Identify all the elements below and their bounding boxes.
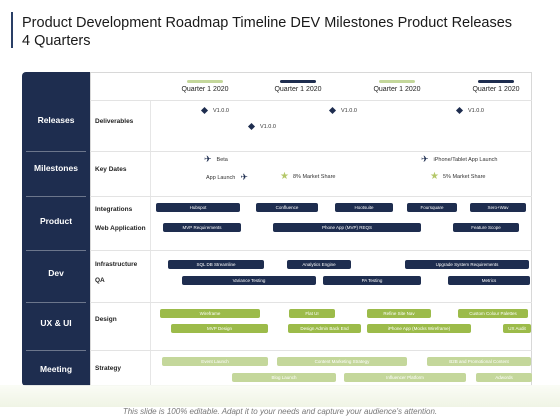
bar-flat-ui: Flat UI: [289, 309, 335, 318]
subrow-qa: QA: [95, 277, 105, 284]
bar-sql-db: SQL DB Streamline: [168, 260, 264, 269]
star-icon: ★: [430, 171, 439, 182]
airplane-icon: ✈: [240, 172, 248, 182]
bar-influencer-platform: Influencer Platform: [344, 373, 466, 382]
bar-refine-site-nav: Refine Site Nav: [367, 309, 431, 318]
quarter-label: Quarter 1 2020: [373, 86, 421, 93]
bar-adwords: Adwords: [476, 373, 532, 382]
quarter-header-1: Quarter 1 2020: [160, 80, 250, 93]
bar-analytics-engine: Analytics Engine: [287, 260, 351, 269]
row-divider: [90, 100, 532, 101]
bar-design-admin: Design Admin Back End: [288, 324, 361, 333]
subrow-divider: [150, 100, 151, 386]
bar-confluence: Confluence: [256, 203, 318, 212]
skyline-background: [0, 385, 560, 407]
bar-variance-testing: Variance Testing: [182, 276, 316, 285]
airplane-icon: ✈: [204, 154, 212, 164]
quarter-pill: [379, 80, 415, 83]
bar-feature-scope: Feature Scope: [453, 223, 519, 232]
subrow-strategy: Strategy: [95, 365, 122, 372]
quarter-header-2: Quarter 1 2020: [253, 80, 343, 93]
diamond-icon: [247, 123, 256, 131]
category-divider: [26, 151, 86, 152]
milestone-market-share-8: ★ 8% Market Share: [280, 171, 336, 182]
bar-metrics: Metrics: [448, 276, 530, 285]
diamond-icon: [455, 107, 464, 115]
release-marker: V1.0.0: [328, 107, 357, 115]
bar-custom-colour: Custom Colour Palettes: [458, 309, 528, 318]
row-divider: [90, 151, 532, 152]
category-product: Product: [39, 216, 73, 226]
page-title: Product Development Roadmap Timeline DEV…: [22, 15, 513, 49]
diamond-icon: [200, 107, 209, 115]
category-divider: [26, 196, 86, 197]
bar-pa-testing: PA Testing: [323, 276, 421, 285]
subrow-infrastructure: Infrastructure: [95, 261, 138, 268]
row-divider: [90, 250, 532, 251]
category-column: Releases Milestones Product Dev UX & UI …: [22, 72, 90, 386]
subrow-key-dates: Key Dates: [95, 166, 127, 173]
bar-mvp-design: MVP Design: [171, 324, 268, 333]
category-divider: [26, 250, 86, 251]
quarter-label: Quarter 1 2020: [274, 86, 322, 93]
bar-event-launch: Event Launch: [162, 357, 268, 366]
airplane-icon: ✈: [421, 154, 429, 164]
quarter-pill: [478, 80, 514, 83]
subrow-integrations: Integrations: [95, 206, 133, 213]
bar-b2b-content: B2B and Promotional Content: [427, 357, 531, 366]
category-milestones: Milestones: [34, 163, 78, 173]
bar-mvp-requirements: MVP Requirements: [163, 223, 241, 232]
milestone-app-launch: App Launch ✈: [206, 172, 248, 182]
category-divider: [26, 302, 86, 303]
subrow-design: Design: [95, 316, 117, 323]
bar-foursquare: Foursquare: [407, 203, 457, 212]
bar-upgrade-system: Upgrade System Requirements: [405, 260, 529, 269]
bar-xero: Xero+Wav: [470, 203, 526, 212]
subrow-deliverables: Deliverables: [95, 118, 134, 125]
title-accent-bar: [11, 12, 13, 48]
bar-blog-launch: Blog Launch: [232, 373, 336, 382]
subrow-web-application: Web Application: [95, 225, 146, 232]
star-icon: ★: [280, 171, 289, 182]
bar-hubspot: Hubspot: [156, 203, 240, 212]
category-divider: [26, 350, 86, 351]
release-marker: V1.0.0: [200, 107, 229, 115]
quarter-pill: [280, 80, 316, 83]
category-releases: Releases: [37, 115, 75, 125]
quarter-header-4: Quarter 1 2020: [451, 80, 541, 93]
bar-hootsuite: Hootsuite: [335, 203, 393, 212]
row-divider: [90, 302, 532, 303]
milestone-iphone-launch: ✈ iPhone/Tablet App Launch: [421, 154, 498, 164]
quarter-label: Quarter 1 2020: [181, 86, 229, 93]
category-ux-ui: UX & UI: [40, 318, 72, 328]
release-marker: V1.0.0: [455, 107, 484, 115]
bar-phone-app-reqs: Phone App (MVP) REQS: [273, 223, 421, 232]
row-divider: [90, 350, 532, 351]
milestone-market-share-5: ★ 5% Market Share: [430, 171, 486, 182]
footer-note: This slide is 100% editable. Adapt it to…: [122, 407, 438, 416]
category-meeting: Meeting: [39, 364, 73, 374]
bar-iphone-mocks: iPhone App (Mocks Wireframe): [367, 324, 471, 333]
bar-content-marketing: Content Marketing Strategy: [277, 357, 407, 366]
diamond-icon: [328, 107, 337, 115]
quarter-label: Quarter 1 2020: [472, 86, 520, 93]
milestone-beta: ✈ Beta: [204, 154, 228, 164]
bar-wireframe: Wireframe: [160, 309, 260, 318]
bar-ux-audit: UX Audit: [503, 324, 531, 333]
quarter-header-3: Quarter 1 2020: [352, 80, 442, 93]
category-dev: Dev: [48, 268, 64, 278]
quarter-pill: [187, 80, 223, 83]
release-marker: V1.0.0: [247, 123, 276, 131]
row-divider: [90, 196, 532, 197]
